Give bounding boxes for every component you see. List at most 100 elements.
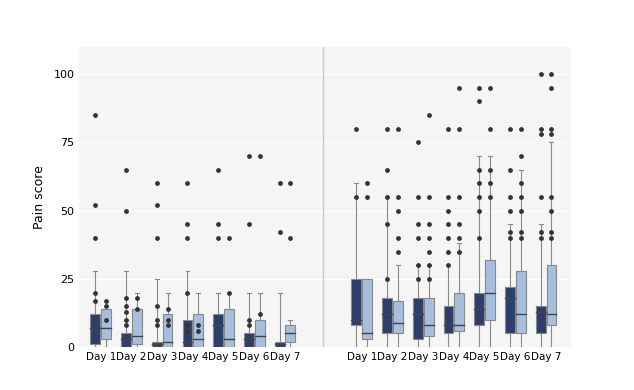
Bar [424,298,434,336]
Point [362,194,372,200]
Point [121,207,131,214]
Bar [516,271,526,333]
Point [244,221,254,227]
Point [183,289,193,296]
Bar [275,342,285,347]
Point [515,194,526,200]
Point [121,308,131,315]
Point [393,207,403,214]
Point [536,126,546,132]
Point [121,303,131,309]
Point [547,126,557,132]
Point [382,194,392,200]
Point [183,235,193,241]
Bar [255,320,264,347]
Point [515,235,526,241]
Point [515,207,526,214]
Point [183,221,193,227]
Bar [244,333,254,347]
Point [485,167,495,173]
Point [474,207,484,214]
Point [351,194,361,200]
Point [382,221,392,227]
Point [183,180,193,186]
Point [443,194,453,200]
Point [485,194,495,200]
Point [454,221,464,227]
Point [183,322,193,328]
Point [474,167,484,173]
Bar [547,265,557,325]
Point [515,126,526,132]
Point [424,276,434,282]
Point [515,153,526,159]
Point [162,322,172,328]
Y-axis label: Pain score: Pain score [34,165,46,229]
Point [255,153,265,159]
Point [536,71,546,77]
Point [485,85,495,91]
Point [424,112,434,118]
Point [547,229,557,236]
Point [382,126,392,132]
Point [382,276,392,282]
Point [393,235,403,241]
Point [424,262,434,268]
Point [121,167,131,173]
Point [443,262,453,268]
Bar [213,314,223,347]
Point [505,207,515,214]
Bar [193,314,203,347]
Point [224,289,234,296]
Point [474,194,484,200]
Point [193,328,204,334]
Point [152,235,162,241]
Point [413,276,423,282]
Bar [536,306,545,333]
Point [536,194,546,200]
Point [547,235,557,241]
Point [413,139,423,145]
Bar [393,301,403,333]
Bar [474,292,484,325]
Point [90,235,100,241]
Point [424,194,434,200]
Point [285,235,295,241]
Point [183,328,193,334]
Point [454,235,464,241]
Point [162,317,172,323]
Point [413,221,423,227]
Point [393,194,403,200]
Point [536,131,546,137]
Point [121,322,131,328]
Point [454,85,464,91]
Bar [362,279,372,339]
Point [351,126,361,132]
Point [547,207,557,214]
Bar [132,309,142,344]
Bar [91,314,100,344]
Bar [183,320,192,347]
Point [505,235,515,241]
Point [424,235,434,241]
Point [485,180,495,186]
Point [505,167,515,173]
Point [424,221,434,227]
Bar [351,279,361,325]
Point [213,221,223,227]
Point [152,180,162,186]
Point [121,317,131,323]
Point [547,131,557,137]
Point [443,221,453,227]
Point [152,317,162,323]
Bar [382,298,392,333]
Point [443,126,453,132]
Point [285,180,295,186]
Point [515,180,526,186]
Point [536,235,546,241]
Point [152,202,162,208]
Point [101,298,111,304]
Point [413,262,423,268]
Point [90,112,100,118]
Point [90,289,100,296]
